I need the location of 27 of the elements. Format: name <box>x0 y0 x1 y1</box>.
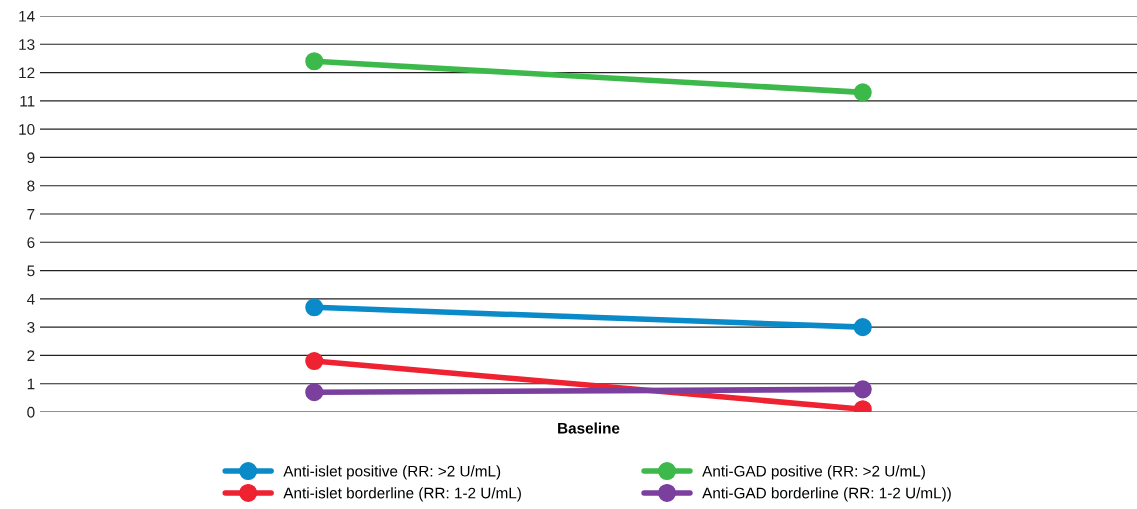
y-tick-label: 8 <box>27 180 35 192</box>
y-tick-label: 11 <box>20 95 35 107</box>
y-tick-label: 5 <box>27 265 35 277</box>
point <box>853 318 872 337</box>
y-tick-label: 1 <box>27 378 35 390</box>
y-tick-label: 3 <box>27 322 35 333</box>
point <box>853 380 872 399</box>
y-tick-label: 13 <box>19 39 35 50</box>
legend-label: Anti-GAD borderline (RR: 1-2 U/mL)) <box>702 487 951 502</box>
y-tick-label: 6 <box>27 237 35 248</box>
point <box>305 383 324 402</box>
x-axis-title: Baseline <box>558 422 620 434</box>
y-tick-label: 4 <box>26 293 35 305</box>
legend-label: Anti-islet borderline (RR: 1-2 U/mL) <box>283 487 521 502</box>
y-tick-label: 12 <box>19 67 35 79</box>
y-tick-label: 14 <box>19 11 35 22</box>
y-tick-label: 9 <box>27 152 35 164</box>
y-tick-label: 10 <box>19 124 35 135</box>
y-tick-label: 7 <box>27 209 35 220</box>
point <box>853 83 872 102</box>
point <box>305 52 324 71</box>
point <box>305 352 324 371</box>
y-tick-label: 2 <box>27 350 35 361</box>
legend-label: Anti-GAD positive (RR: >2 U/mL) <box>702 465 925 480</box>
legend-label: Anti-islet positive (RR: >2 U/mL) <box>283 465 501 480</box>
point <box>305 298 324 317</box>
y-tick-label: 0 <box>27 406 35 418</box>
